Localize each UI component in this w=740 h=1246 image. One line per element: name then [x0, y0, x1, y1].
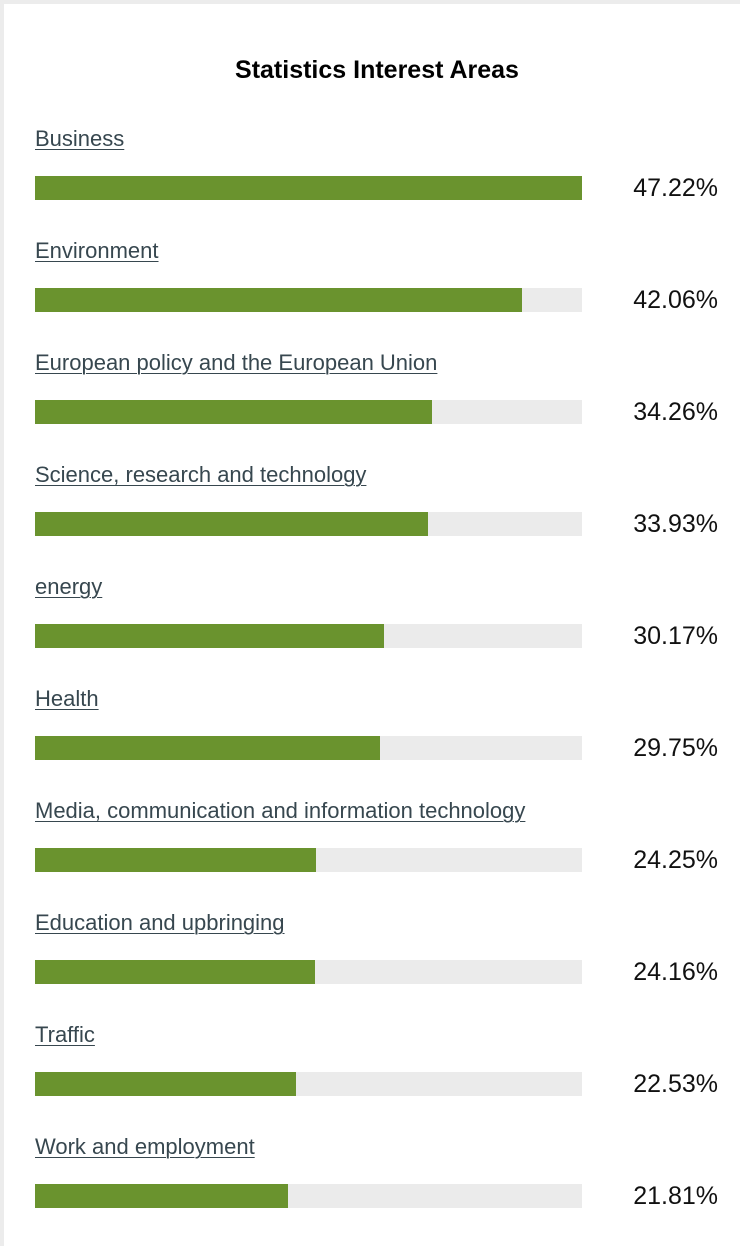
bar-fill — [35, 1072, 296, 1096]
chart-title: Statistics Interest Areas — [235, 56, 519, 84]
percentage-label: 24.16% — [633, 958, 718, 986]
bar-track — [35, 288, 582, 312]
bar-fill — [35, 1184, 288, 1208]
category-link[interactable]: Environment — [35, 238, 159, 263]
percentage-label: 24.25% — [633, 846, 718, 874]
bar-row: Traffic 22.53% — [35, 1018, 735, 1130]
bar-fill — [35, 288, 523, 312]
bar-row: Science, research and technology 33.93% — [35, 458, 735, 570]
bar-fill — [35, 512, 429, 536]
percentage-label: 47.22% — [633, 174, 718, 202]
category-link[interactable]: Work and employment — [35, 1134, 255, 1159]
category-link[interactable]: European policy and the European Union — [35, 350, 438, 375]
category-link[interactable]: Business — [35, 126, 125, 151]
bar-row: European policy and the European Union 34… — [35, 346, 735, 458]
bar-fill — [35, 848, 316, 872]
bar-row: Media, communication and information tec… — [35, 794, 735, 906]
percentage-label: 30.17% — [633, 622, 718, 650]
bar-fill — [35, 736, 380, 760]
category-link[interactable]: Traffic — [35, 1022, 95, 1047]
bar-track — [35, 848, 582, 872]
bar-row: Health 29.75% — [35, 682, 735, 794]
category-link[interactable]: energy — [35, 574, 103, 599]
category-link[interactable]: Health — [35, 686, 99, 711]
bar-track — [35, 400, 582, 424]
bar-fill — [35, 960, 315, 984]
bar-track — [35, 960, 582, 984]
bar-row: Environment 42.06% — [35, 234, 735, 346]
percentage-label: 29.75% — [633, 734, 718, 762]
bar-track — [35, 176, 582, 200]
bar-fill — [35, 624, 385, 648]
category-link[interactable]: Media, communication and information tec… — [35, 798, 526, 823]
bar-track — [35, 1184, 582, 1208]
bar-track — [35, 736, 582, 760]
category-link[interactable]: Science, research and technology — [35, 462, 367, 487]
bar-track — [35, 512, 582, 536]
percentage-label: 34.26% — [633, 398, 718, 426]
percentage-label: 33.93% — [633, 510, 718, 538]
bar-list: Business 47.22% Environment 42.06% European … — [35, 122, 735, 1242]
bar-fill — [35, 176, 582, 200]
percentage-label: 21.81% — [633, 1182, 718, 1210]
bar-row: energy 30.17% — [35, 570, 735, 682]
bar-row: Work and employment 21.81% — [35, 1130, 735, 1242]
bar-fill — [35, 400, 432, 424]
bar-row: Education and upbringing 24.16% — [35, 906, 735, 1018]
category-link[interactable]: Education and upbringing — [35, 910, 285, 935]
percentage-label: 42.06% — [633, 286, 718, 314]
bar-row: Business 47.22% — [35, 122, 735, 234]
percentage-label: 22.53% — [633, 1070, 718, 1098]
bar-track — [35, 624, 582, 648]
bar-track — [35, 1072, 582, 1096]
